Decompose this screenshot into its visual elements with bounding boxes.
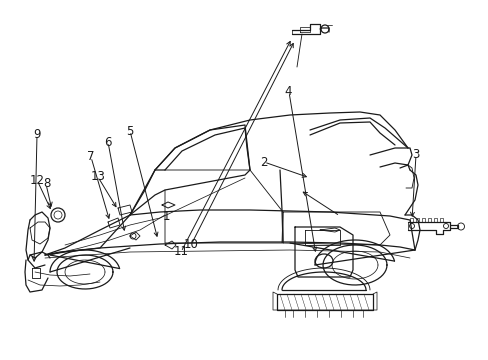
Text: 8: 8 — [42, 177, 50, 190]
Text: 4: 4 — [284, 85, 292, 98]
Text: 6: 6 — [103, 136, 111, 149]
Text: 12: 12 — [29, 174, 44, 186]
Text: 2: 2 — [260, 156, 267, 168]
Text: 13: 13 — [90, 170, 105, 183]
Text: 7: 7 — [86, 150, 94, 163]
Text: 9: 9 — [33, 129, 41, 141]
Text: 1: 1 — [162, 210, 170, 222]
Text: 3: 3 — [411, 148, 419, 161]
Text: 11: 11 — [173, 246, 188, 258]
Text: 10: 10 — [183, 238, 198, 251]
Text: 5: 5 — [125, 125, 133, 138]
